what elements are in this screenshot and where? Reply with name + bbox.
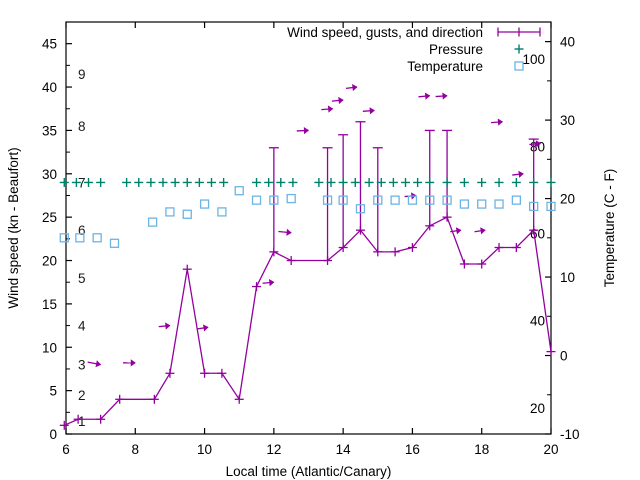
x-tick-label: 18 [474, 442, 489, 457]
wind-arrow-head [165, 322, 171, 330]
temperature-point [234, 186, 244, 196]
wind-arrow-head [95, 360, 102, 368]
temperature-point [269, 195, 279, 205]
beaufort-label: 1 [78, 414, 86, 429]
wind-arrow-head [130, 359, 136, 367]
temperature-point [182, 209, 192, 219]
plot-border [65, 21, 552, 435]
wind-speed-markers [59, 212, 556, 430]
fahrenheit-label: 40 [530, 314, 545, 329]
x-tick-label: 10 [197, 442, 212, 457]
left-tick-label: 35 [42, 123, 57, 138]
wind-arrow-head [442, 92, 448, 100]
legend-label: Wind speed, gusts, and direction [287, 25, 483, 40]
beaufort-label: 5 [78, 271, 86, 286]
wind-arrow-head [303, 127, 310, 135]
temperature-point [390, 195, 400, 205]
wind-arrow-head [338, 96, 344, 105]
beaufort-label: 3 [78, 358, 86, 373]
left-tick-label: 10 [42, 340, 57, 355]
right-tick-label: 10 [560, 270, 575, 285]
temperature-point [425, 195, 435, 205]
legend: Wind speed, gusts, and direction Pressure… [287, 25, 541, 74]
right-tick-label: 20 [560, 192, 575, 207]
x-tick-label: 16 [405, 442, 420, 457]
wind-arrow-head [518, 170, 524, 178]
temperature-point [442, 195, 452, 205]
temperature-point [546, 201, 556, 212]
right-tick-label: -10 [560, 427, 580, 442]
temperature-point [147, 217, 158, 227]
x-tick-label: 6 [62, 442, 70, 457]
fahrenheit-label: 60 [530, 226, 545, 241]
temperature-point [529, 201, 539, 212]
temperature-point [407, 195, 418, 205]
wind-arrow-head [455, 227, 462, 235]
wind-arrow-head [286, 228, 292, 236]
wind-arrow-head [497, 118, 504, 126]
wind-speed-line [64, 216, 552, 426]
fahrenheit-label: 100 [522, 52, 545, 67]
temperature-point [338, 195, 348, 205]
wind-arrow-head [535, 140, 542, 148]
legend-sample-temperature [514, 61, 524, 71]
fahrenheit-label: 20 [530, 401, 545, 416]
wind-direction-arrows [87, 83, 542, 368]
wind-arrow-head [369, 107, 375, 115]
temperature-point [459, 199, 470, 209]
left-tick-label: 20 [42, 254, 57, 269]
beaufort-label: 7 [78, 175, 86, 190]
gust-bars [268, 121, 539, 261]
right-tick-label: 30 [560, 113, 575, 128]
wind-arrow-head [203, 324, 209, 332]
pressure-markers [59, 177, 556, 187]
temperature-point [511, 195, 522, 205]
right-tick-label: 0 [560, 349, 568, 364]
x-axis-title: Local time (Atlantic/Canary) [226, 464, 392, 479]
legend-label: Temperature [407, 59, 483, 74]
y-axis-left-title: Wind speed (kn - Beaufort) [6, 147, 21, 308]
temperature-markers [59, 186, 556, 248]
temperature-point [75, 233, 85, 243]
beaufort-label: 2 [78, 388, 86, 403]
left-tick-label: 30 [42, 167, 57, 182]
wind-arrow-head [352, 83, 358, 92]
wind-arrow-head [327, 105, 334, 113]
beaufort-label: 4 [78, 319, 86, 334]
beaufort-label: 9 [78, 67, 86, 82]
left-tick-label: 25 [42, 210, 57, 225]
temperature-point [355, 204, 366, 214]
x-tick-label: 8 [132, 442, 140, 457]
temperature-point [494, 199, 504, 209]
right-tick-label: 40 [560, 35, 575, 50]
left-tick-label: 15 [42, 297, 57, 312]
x-tick-label: 14 [336, 442, 352, 457]
temperature-point [286, 193, 296, 204]
temperature-point [199, 199, 210, 209]
temperature-point [59, 233, 69, 243]
wind-arrow-head [480, 227, 486, 235]
left-tick-label: 40 [42, 80, 57, 95]
temperature-point [322, 195, 333, 205]
wind-arrow-head [424, 92, 431, 100]
left-tick-label: 45 [42, 37, 57, 52]
left-tick-label: 5 [49, 384, 57, 399]
x-tick-label: 12 [266, 442, 281, 457]
temperature-point [92, 233, 102, 243]
x-tick-label: 20 [543, 442, 558, 457]
temperature-point [251, 195, 262, 205]
legend-label: Pressure [429, 42, 483, 57]
beaufort-label: 6 [78, 223, 86, 238]
temperature-point [477, 199, 487, 209]
temperature-point [165, 207, 175, 217]
beaufort-label: 8 [78, 119, 86, 134]
temperature-point [217, 207, 227, 217]
temperature-point [109, 238, 120, 248]
temperature-point [373, 195, 383, 205]
y-axis-right-title: Temperature (C - F) [602, 169, 617, 288]
wind-arrow-head [269, 279, 275, 287]
left-tick-label: 0 [49, 427, 57, 442]
